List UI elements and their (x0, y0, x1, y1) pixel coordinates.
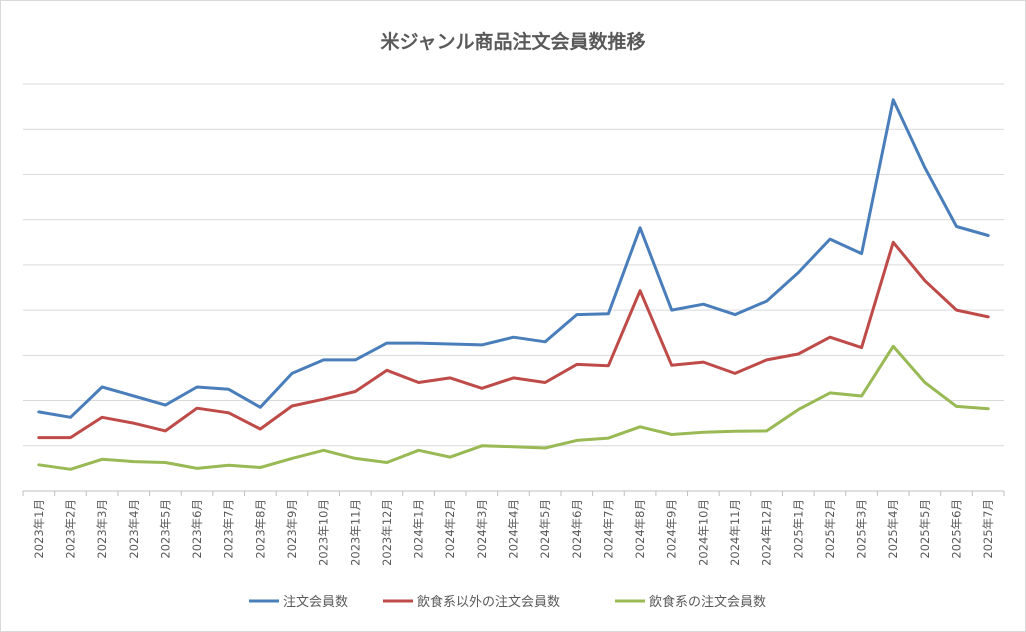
x-tick-label: 2025年5月 (918, 499, 932, 559)
x-tick-label: 2025年6月 (950, 499, 964, 559)
x-tick-label: 2024年8月 (633, 499, 647, 559)
x-tick-label: 2023年4月 (127, 499, 141, 559)
x-tick-label: 2025年3月 (855, 499, 869, 559)
series-lines (37, 98, 990, 471)
x-tick-label: 2023年1月 (32, 499, 46, 559)
legend-label: 注文会員数 (283, 595, 348, 610)
x-tick-label: 2025年4月 (886, 499, 900, 559)
series-line-1 (37, 98, 990, 419)
x-tick-label: 2023年10月 (317, 499, 331, 566)
series-line-3 (37, 344, 990, 471)
x-tick-label: 2023年5月 (158, 499, 172, 559)
x-tick-label: 2024年5月 (538, 499, 552, 559)
legend: 注文会員数 飲食系以外の注文会員数 飲食系の注文会員数 (249, 594, 766, 610)
x-tick-label: 2023年12月 (380, 499, 394, 566)
series-line-2 (37, 240, 990, 440)
x-tick-label: 2024年11月 (728, 499, 742, 566)
x-tick-label: 2024年7月 (601, 499, 615, 559)
x-tick-label: 2025年2月 (823, 499, 837, 559)
x-axis: 2023年1月 2023年2月 2023年3月 2023年4月 2023年5月 2023年… (22, 490, 1005, 566)
x-tick-label: 2023年11月 (348, 499, 362, 566)
gridlines (23, 83, 1004, 447)
x-tick-label: 2023年6月 (190, 499, 204, 559)
x-tick-label: 2023年8月 (253, 499, 267, 559)
x-tick-label: 2024年6月 (570, 499, 584, 559)
legend-label: 飲食系の注文会員数 (649, 594, 766, 610)
chart-title: 米ジャンル商品注文会員数推移 (380, 30, 645, 53)
x-tick-label: 2024年3月 (475, 499, 489, 559)
x-tick-label: 2024年4月 (507, 499, 521, 559)
x-tick-label: 2024年1月 (412, 499, 426, 559)
x-tick-label: 2023年2月 (63, 499, 77, 559)
x-tick-label: 2025年1月 (791, 499, 805, 559)
x-tick-label: 2023年9月 (285, 499, 299, 559)
x-tick-label: 2023年3月 (95, 499, 109, 559)
x-tick-label: 2023年7月 (222, 499, 236, 559)
x-tick-label: 2024年10月 (696, 499, 710, 566)
x-tick-label: 2025年7月 (981, 499, 995, 559)
x-tick-label: 2024年9月 (665, 499, 679, 559)
x-tick-label: 2024年2月 (443, 499, 457, 559)
x-tick-label: 2024年12月 (760, 499, 774, 566)
legend-label: 飲食系以外の注文会員数 (417, 594, 560, 610)
